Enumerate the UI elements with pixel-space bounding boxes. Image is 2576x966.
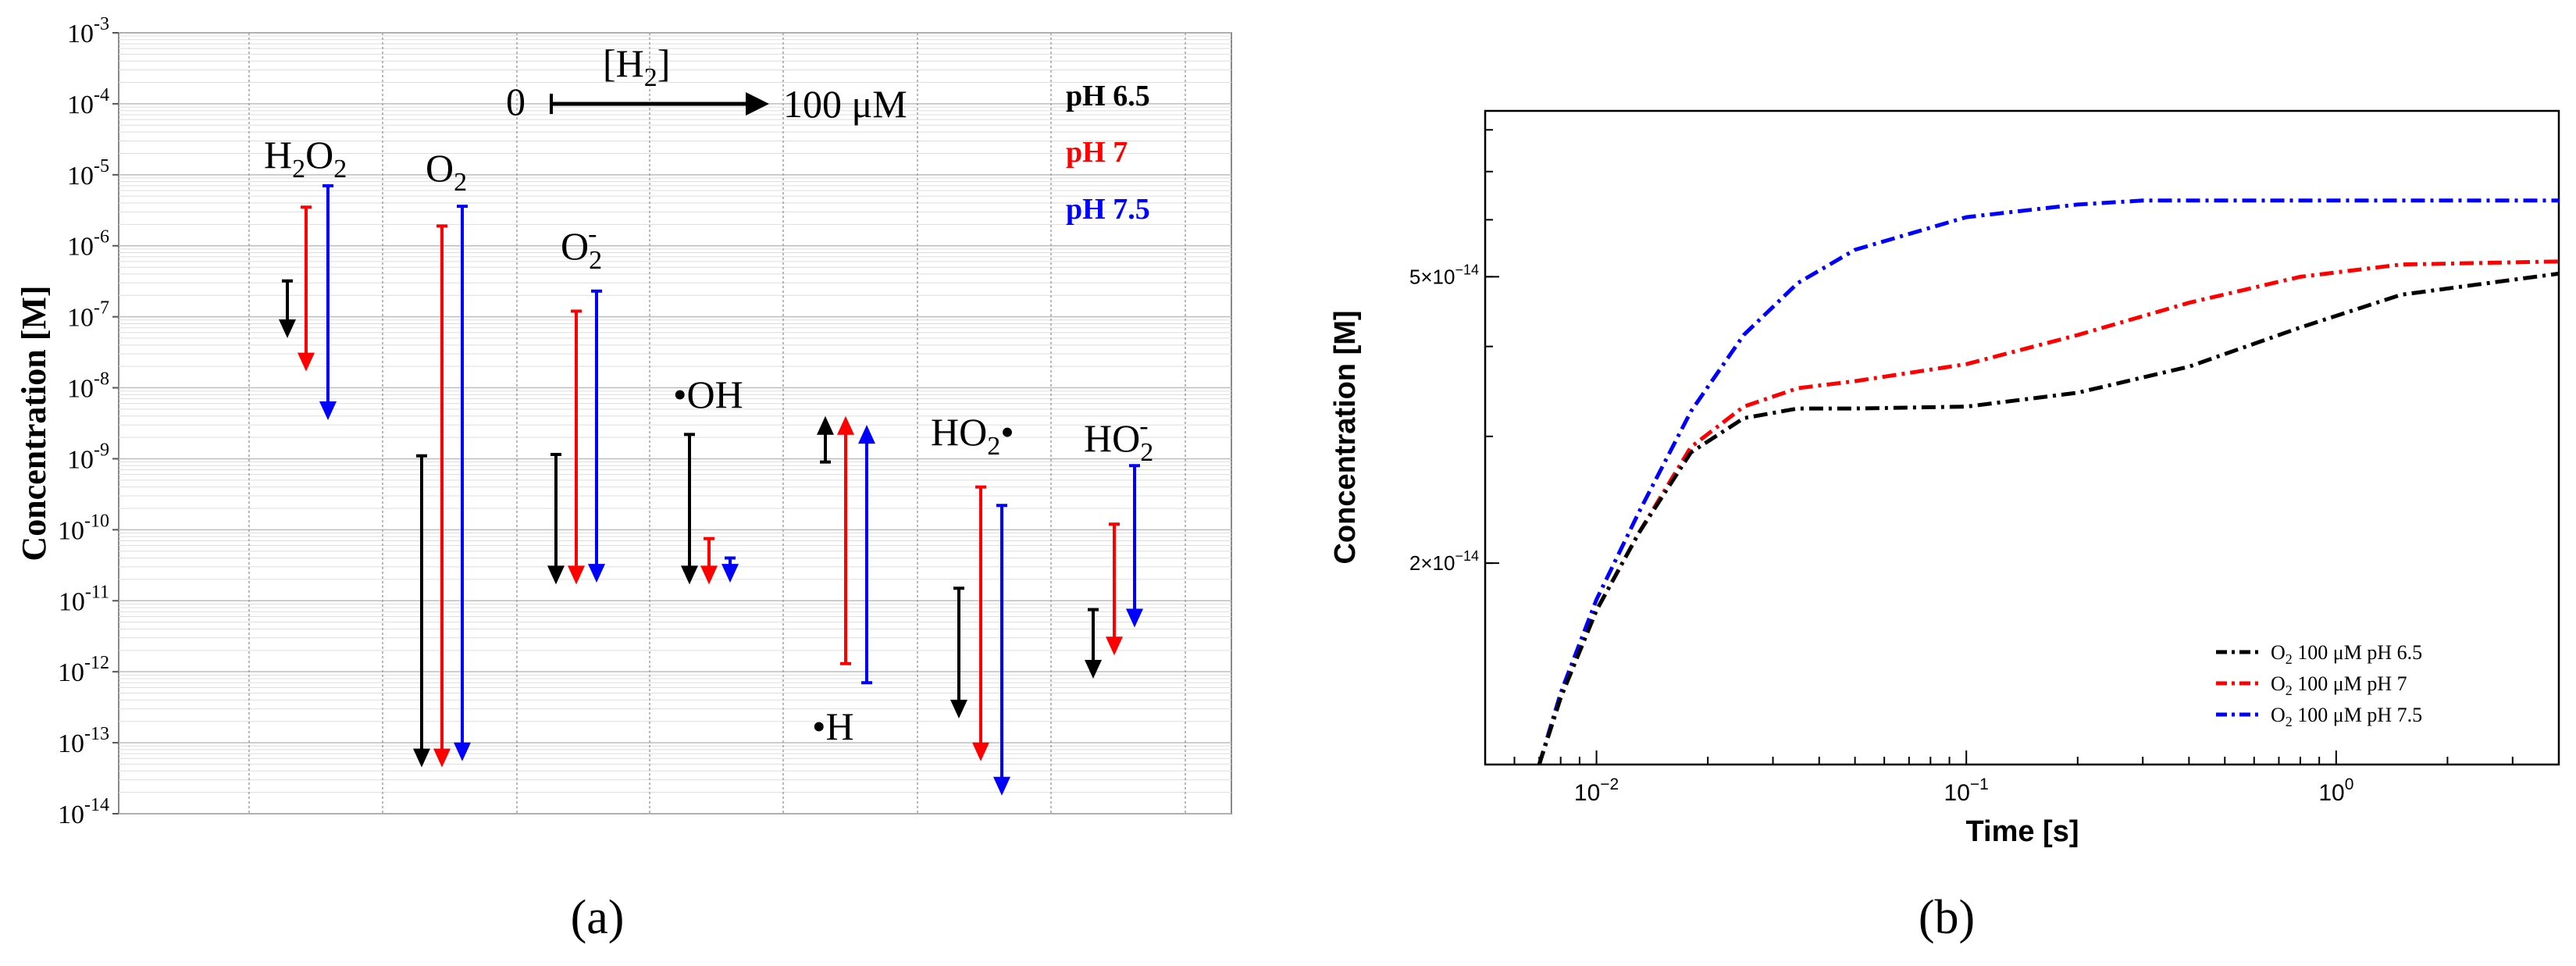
panel-a-label: (a): [571, 891, 625, 944]
panel-b-series-lines: [1537, 198, 2560, 765]
x-tick-label: 10−1: [1944, 775, 1989, 806]
x-tick-label: 100: [2318, 775, 2353, 806]
h2-annotation: 0 100 μM [H2]: [506, 41, 907, 126]
h2-annotation-from: 0: [506, 80, 526, 123]
legend-entry: O2 100 μM pH 7: [2271, 672, 2407, 698]
h2-annotation-arrowhead: [746, 92, 769, 116]
arrowhead: [700, 565, 718, 585]
y-tick-label: 10-3: [67, 14, 109, 48]
panel-a-minor-gridlines: [119, 35, 1231, 793]
y-tick-label: 10-5: [67, 156, 109, 191]
species-label-o2: O2: [426, 146, 467, 197]
arrowhead: [568, 565, 585, 585]
legend-ph-7: pH 7: [1066, 136, 1128, 169]
arrowhead: [1085, 659, 1102, 679]
series-line-ph-7-5: [1537, 198, 2559, 765]
panel-b: 10−2 10−1 100 2×10−14 5×10−14 Concentration…: [1329, 109, 2560, 944]
panel-b-label: (b): [1919, 891, 1975, 944]
legend-ph-7-5: pH 7.5: [1066, 193, 1150, 226]
arrowhead: [817, 415, 834, 435]
ph-legend: pH 6.5 pH 7 pH 7.5: [1066, 80, 1150, 226]
arrowhead: [950, 699, 967, 718]
species-label-o2-minus: O2-: [561, 219, 602, 275]
arrowhead: [319, 401, 337, 420]
y-tick-label: 10-12: [58, 653, 109, 687]
arrowhead: [993, 776, 1010, 796]
panel-b-x-axis-label: Time [s]: [1965, 815, 2079, 848]
arrowhead: [972, 742, 989, 761]
h2-annotation-variable: [H2]: [603, 41, 670, 92]
panel-b-legend: O2 100 μM pH 6.5 O2 100 μM pH 7 O2 100 μM …: [2216, 641, 2422, 729]
arrowhead: [721, 564, 739, 583]
panel-b-y-axis-label: Concentration [M]: [1329, 310, 1362, 564]
arrowhead: [454, 742, 471, 761]
x-tick-label: 10−2: [1574, 775, 1619, 806]
arrowhead: [298, 352, 315, 372]
arrowhead: [433, 748, 451, 768]
species-label-h: •H: [812, 704, 854, 748]
species-label-oh: •OH: [673, 372, 743, 416]
legend-entry: O2 100 μM pH 6.5: [2271, 641, 2422, 667]
species-label-ho2-minus: HO2-: [1084, 412, 1153, 467]
panel-a-column-dividers: [248, 33, 1186, 814]
y-tick-label: 10-9: [67, 440, 109, 474]
range-arrows: [279, 184, 1143, 796]
species-label-ho2-radical: HO2•: [931, 410, 1014, 461]
arrowhead: [413, 748, 430, 768]
y-tick-label: 10-14: [58, 795, 109, 829]
y-tick-label: 10-6: [67, 227, 109, 262]
y-tick-label: 10-13: [58, 724, 109, 758]
y-tick-label: 10-8: [67, 369, 109, 404]
panel-a-plot-area: [118, 32, 1232, 815]
arrowhead: [858, 425, 875, 444]
panel-a: 10-14 10-13 10-12 10-11 10-10 10-9 10-8 10-7 10-…: [15, 14, 1232, 944]
arrowhead: [588, 564, 605, 583]
panel-b-x-ticks: 10−2 10−1 100: [1484, 750, 2560, 806]
arrowhead: [681, 565, 698, 585]
arrowhead: [1126, 608, 1143, 628]
panel-a-y-ticks: 10-14 10-13 10-12 10-11 10-10 10-9 10-8 10-7 10-…: [58, 14, 119, 829]
panel-a-y-axis-label: Concentration [M]: [15, 285, 53, 561]
arrowhead: [279, 319, 296, 339]
y-tick-label: 10-11: [59, 582, 109, 616]
y-tick-label: 2×10−14: [1409, 548, 1479, 575]
y-tick-label: 10-7: [67, 298, 109, 333]
legend-ph-6-5: pH 6.5: [1066, 80, 1150, 112]
series-line-ph-6-5: [1537, 271, 2560, 765]
panel-b-plot-area: [1484, 109, 2560, 766]
panel-b-y-ticks: 2×10−14 5×10−14: [1409, 129, 1499, 575]
arrowhead: [837, 415, 854, 435]
legend-entry: O2 100 μM pH 7.5: [2271, 704, 2422, 729]
arrowhead: [547, 565, 565, 585]
arrowhead: [1106, 636, 1123, 656]
y-tick-label: 10-4: [67, 85, 109, 119]
y-tick-label: 10-10: [58, 511, 109, 545]
h2-annotation-to: 100 μM: [783, 82, 907, 126]
y-tick-label: 5×10−14: [1409, 262, 1479, 288]
species-label-h2o2: H2O2: [264, 133, 347, 184]
